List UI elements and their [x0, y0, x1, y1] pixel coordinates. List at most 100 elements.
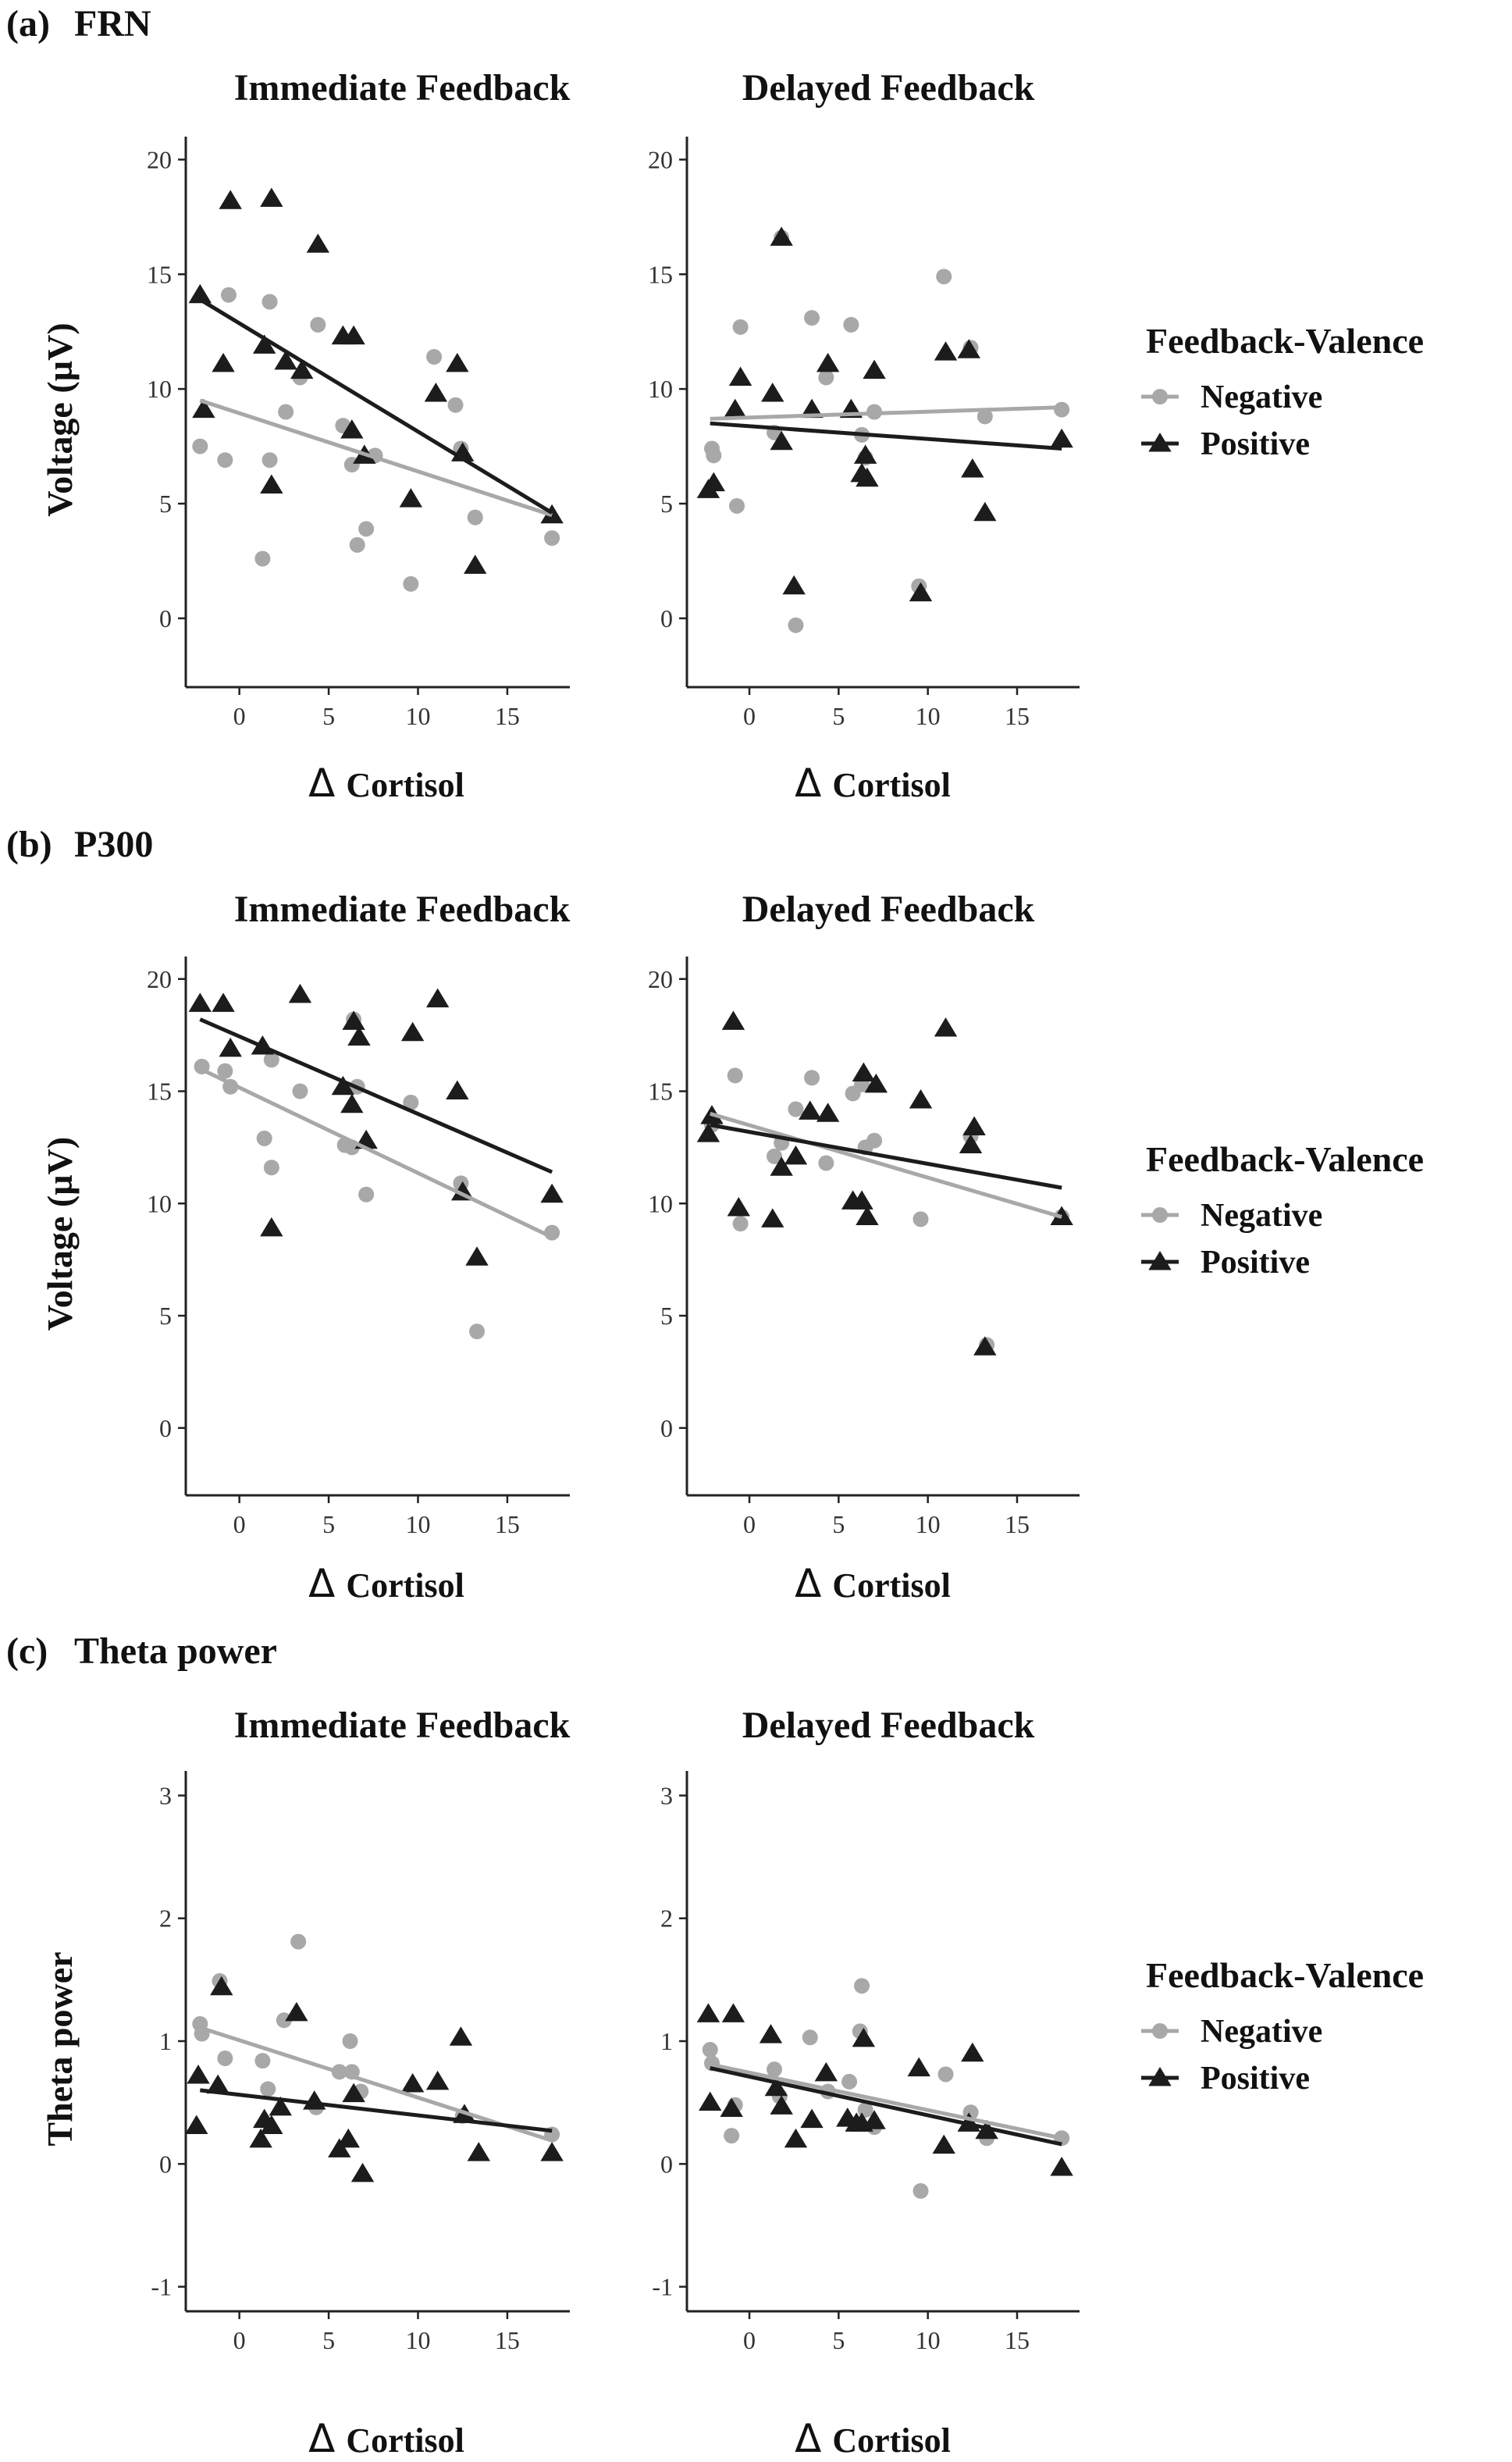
data-point-positive	[465, 1246, 489, 1266]
data-point-positive	[274, 350, 297, 370]
y-tick-label: -1	[652, 2273, 673, 2301]
data-point-negative	[278, 404, 294, 420]
y-tick-label: 3	[159, 1781, 172, 1809]
legends: Feedback-ValenceNegativePositiveFeedback…	[1141, 321, 1424, 2097]
data-point-negative	[706, 447, 722, 464]
data-point-negative	[220, 287, 237, 303]
fit-line-positive	[200, 2088, 553, 2133]
delta-symbol: Δ	[308, 761, 335, 806]
data-point-positive	[219, 190, 242, 209]
data-point-positive	[260, 2115, 283, 2135]
data-point-positive	[696, 1123, 720, 1142]
x-tick-label: 15	[495, 702, 520, 730]
data-point-positive	[540, 1183, 564, 1203]
data-point-negative	[263, 1052, 279, 1068]
data-point-positive	[464, 554, 487, 574]
data-point-positive	[856, 1206, 879, 1225]
data-point-positive	[187, 2065, 210, 2084]
legend-label-negative: Negative	[1201, 1198, 1322, 1234]
x-tick-label: 0	[233, 2326, 246, 2354]
y-tick-label: 10	[648, 1189, 673, 1217]
y-tick-label: 5	[660, 490, 673, 518]
data-point-negative	[349, 536, 365, 553]
data-point-negative	[217, 452, 233, 469]
y-axis-title: Voltage (µV)	[40, 322, 80, 516]
data-point-positive	[252, 334, 276, 354]
y-tick-label: 15	[648, 1078, 673, 1106]
data-point-negative	[841, 2073, 858, 2090]
data-point-negative	[732, 319, 749, 335]
triangle-marker-icon	[1148, 433, 1172, 452]
fit-line-positive	[199, 1017, 553, 1174]
data-point-positive	[770, 226, 793, 246]
data-point-negative	[469, 1324, 486, 1340]
panel-title: Immediate Feedback	[234, 1705, 571, 1746]
data-point-positive	[425, 988, 450, 1008]
data-point-positive	[784, 2128, 808, 2148]
data-point-positive	[1050, 428, 1073, 448]
x-tick-label: 10	[405, 1510, 430, 1538]
data-point-positive	[288, 983, 312, 1003]
data-point-negative	[854, 1978, 870, 1994]
data-point-positive	[863, 359, 886, 379]
data-point-positive	[399, 488, 423, 508]
y-tick-label: 1	[660, 2027, 673, 2055]
x-tick-label: 10	[916, 2326, 941, 2354]
x-tick-label: 0	[233, 1510, 246, 1538]
panel-title: Delayed Feedback	[742, 889, 1035, 930]
y-tick-label: -1	[151, 2273, 172, 2301]
delta-symbol: Δ	[795, 2416, 821, 2461]
data-point-negative	[342, 2033, 358, 2049]
data-point-positive	[185, 2115, 208, 2135]
fit-line-negative	[710, 405, 1062, 421]
series-negative	[702, 1978, 1070, 2199]
data-point-positive	[907, 2057, 930, 2077]
data-point-positive	[260, 474, 283, 493]
x-tick-label: 5	[832, 2326, 845, 2354]
data-point-negative	[292, 1083, 308, 1099]
data-point-negative	[263, 1160, 279, 1176]
series-positive	[696, 226, 1073, 602]
x-axis-title-text: Cortisol	[832, 1566, 951, 1605]
data-point-negative	[727, 1067, 743, 1084]
data-point-positive	[290, 359, 314, 379]
legend: Feedback-Valence Negative Positive	[1141, 1955, 1424, 2097]
chart-panel: Immediate Feedback 0 5 10 15 20 0 5 10 15 Δ Cortiso…	[40, 67, 571, 806]
data-point-negative	[261, 294, 278, 310]
section-title: FRN	[74, 3, 151, 45]
data-point-positive	[347, 1026, 371, 1046]
x-tick-label: 0	[233, 702, 246, 730]
data-point-negative	[544, 530, 560, 547]
x-axis-title-text: Cortisol	[832, 766, 951, 804]
y-tick-label: 20	[648, 965, 673, 993]
data-point-negative	[702, 2042, 718, 2058]
legend-label-positive: Positive	[1201, 1245, 1310, 1281]
circle-marker-icon	[1152, 2023, 1168, 2039]
x-axis-title: Δ Cortisol	[308, 761, 464, 806]
data-point-positive	[540, 2142, 564, 2161]
series-positive	[188, 983, 564, 1266]
y-tick-label: 1	[159, 2027, 172, 2055]
data-point-positive	[764, 2076, 788, 2097]
y-tick-label: 5	[660, 1302, 673, 1330]
x-tick-label: 10	[916, 702, 941, 730]
data-point-positive	[342, 325, 365, 345]
series-positive	[188, 187, 564, 574]
triangle-marker-icon	[1148, 1251, 1172, 1270]
series-negative	[704, 1067, 1070, 1353]
data-point-negative	[866, 1132, 883, 1149]
data-point-positive	[425, 2070, 450, 2090]
data-point-negative	[788, 1101, 804, 1117]
data-point-positive	[721, 1010, 745, 1030]
x-axis-title-text: Cortisol	[346, 766, 464, 804]
delta-symbol: Δ	[308, 1561, 335, 1606]
delta-symbol: Δ	[795, 761, 821, 806]
delta-symbol: Δ	[795, 1561, 821, 1606]
data-point-positive	[721, 2003, 745, 2022]
data-point-negative	[256, 1130, 272, 1146]
x-tick-label: 5	[832, 1510, 845, 1538]
data-point-negative	[290, 1933, 307, 1950]
data-point-positive	[799, 1100, 822, 1120]
fit-line-positive	[710, 421, 1062, 451]
data-point-negative	[843, 316, 859, 333]
